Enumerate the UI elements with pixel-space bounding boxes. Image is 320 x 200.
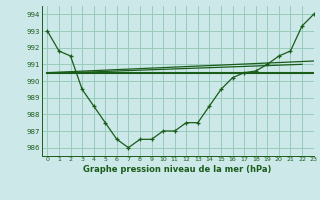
X-axis label: Graphe pression niveau de la mer (hPa): Graphe pression niveau de la mer (hPa): [84, 165, 272, 174]
